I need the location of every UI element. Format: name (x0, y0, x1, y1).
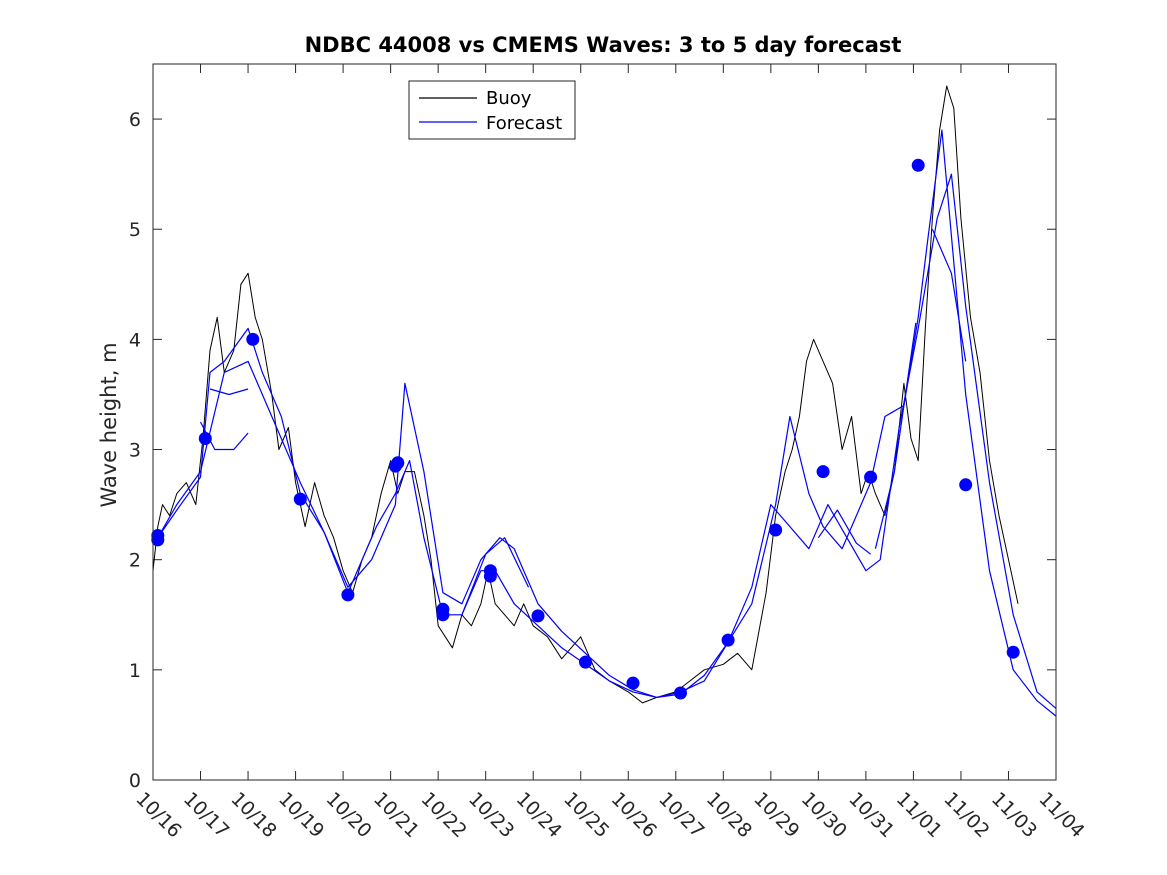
y-tick-label: 1 (129, 660, 141, 682)
forecast-marker (293, 492, 307, 506)
legend-box (408, 80, 576, 140)
y-tick-label: 6 (129, 109, 141, 131)
x-tick-label: 10/16 (131, 788, 185, 842)
forecast-series-line-7 (874, 322, 917, 549)
chart-title: NDBC 44008 vs CMEMS Waves: 3 to 5 day fo… (305, 33, 902, 57)
y-tick-label: 2 (129, 550, 141, 572)
x-tick-label: 10/20 (322, 788, 376, 842)
forecast-marker (959, 478, 973, 492)
forecast-marker (483, 564, 497, 578)
forecast-marker (341, 588, 355, 602)
forecast-marker (911, 158, 925, 172)
forecast-marker (391, 456, 405, 470)
plot-area: 012345610/1610/1710/1810/1910/2010/2110/… (129, 63, 1089, 842)
forecast-marker (531, 609, 545, 623)
legend-buoy-label: Buoy (486, 88, 532, 109)
forecast-marker (721, 633, 735, 647)
x-tick-label: 10/17 (179, 788, 233, 842)
forecast-marker (246, 332, 260, 346)
x-tick-label: 10/31 (844, 788, 898, 842)
y-axis-label: Wave height, m (97, 342, 121, 507)
forecast-marker (198, 432, 212, 445)
x-tick-label: 10/18 (227, 788, 281, 842)
x-tick-label: 10/30 (797, 788, 851, 842)
x-tick-label: 11/02 (939, 788, 993, 842)
x-tick-label: 10/22 (417, 788, 471, 842)
forecast-series-line-5 (461, 537, 530, 616)
x-tick-label: 11/03 (987, 788, 1041, 842)
x-tick-label: 10/23 (464, 788, 518, 842)
x-tick-label: 10/28 (702, 788, 756, 842)
plot-background (153, 64, 1056, 780)
forecast-marker (769, 523, 783, 537)
forecast-marker (816, 465, 830, 479)
forecast-marker (151, 529, 165, 542)
forecast-marker (1006, 645, 1020, 659)
x-tick-label: 10/21 (369, 788, 423, 842)
y-tick-label: 3 (129, 440, 141, 462)
x-tick-label: 11/04 (1034, 788, 1088, 842)
y-tick-label: 0 (129, 770, 141, 792)
x-tick-label: 10/24 (512, 788, 566, 842)
y-tick-label: 4 (129, 329, 141, 351)
forecast-marker (674, 686, 687, 700)
forecast-marker (626, 676, 640, 690)
x-tick-label: 10/19 (274, 788, 328, 842)
forecast-series-line-2 (157, 173, 1057, 709)
x-tick-label: 10/29 (749, 788, 803, 842)
legend: Buoy Forecast (408, 80, 576, 140)
legend-forecast-label: Forecast (486, 113, 562, 134)
forecast-series-line-8 (931, 228, 967, 362)
y-tick-label: 5 (129, 219, 141, 241)
x-tick-label: 10/27 (654, 788, 708, 842)
forecast-marker (436, 608, 450, 622)
x-tick-label: 10/25 (559, 788, 613, 842)
forecast-series-line-6 (817, 509, 871, 555)
forecast-marker (864, 470, 878, 484)
forecast-marker (579, 655, 592, 669)
forecast-series-line-4 (209, 388, 249, 396)
plot-frame (152, 63, 1057, 781)
x-tick-label: 11/01 (892, 788, 946, 842)
x-tick-label: 10/26 (607, 788, 661, 842)
